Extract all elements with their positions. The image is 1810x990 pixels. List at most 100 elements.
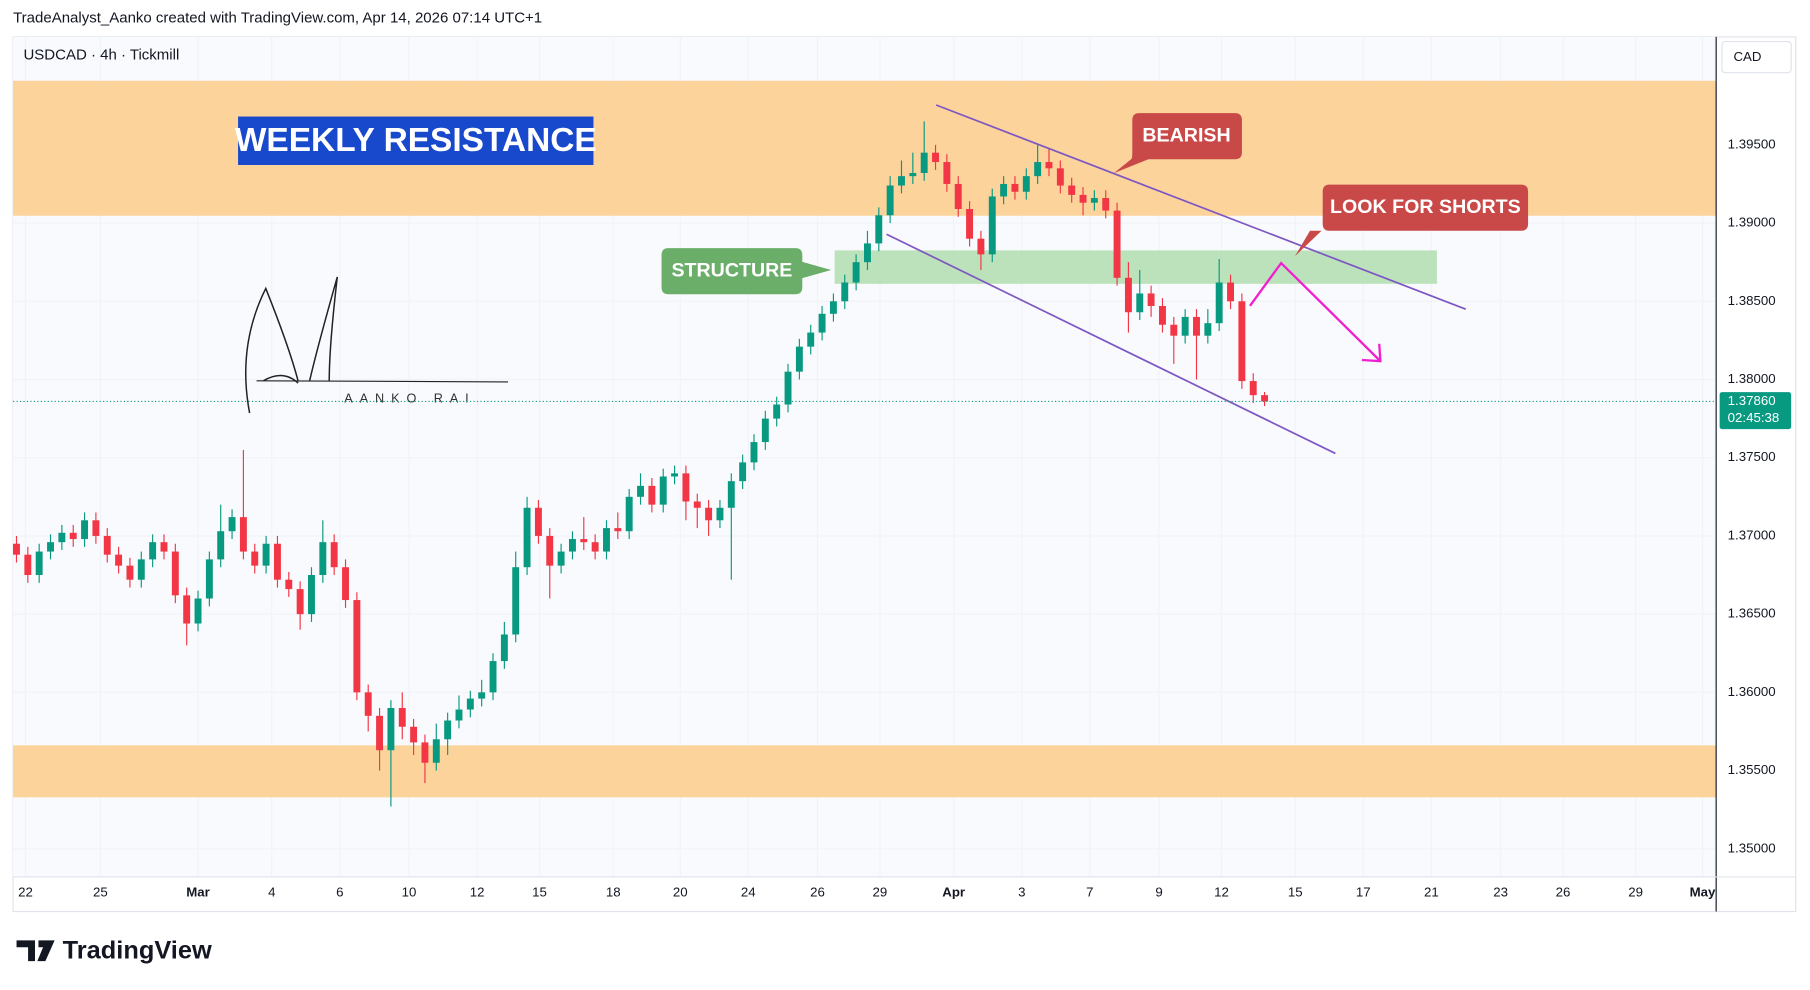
candle-body [1158,305,1166,325]
candle-body [1170,324,1178,336]
candle-body [671,473,679,477]
y-tick-label: 1.35500 [1728,762,1776,777]
candle-body [262,543,270,566]
candle-body [1227,282,1234,302]
candle-body [115,554,123,566]
candle-body [330,542,338,568]
candle-body [47,542,54,552]
candle-body [1204,323,1212,336]
candle-body [920,152,928,174]
weekly-resistance-label: WEEKLY RESISTANCE [235,122,597,159]
candle-body [705,507,713,521]
candle-body [1124,277,1132,313]
x-tick-label: 10 [402,885,417,900]
candle-body [24,554,32,576]
candle-body [398,707,406,727]
x-tick-label: 23 [1493,885,1508,900]
bearish-label: BEARISH [1142,124,1230,146]
candle-body [103,535,111,555]
candle-body [784,371,792,405]
x-tick-label: May [1690,885,1716,900]
candle-body [648,485,656,505]
x-tick-label: 24 [741,885,756,900]
x-tick-label: 29 [873,885,888,900]
candle-body [364,692,372,716]
candle-body [546,535,554,566]
candle-body [308,575,315,615]
x-tick-label: 12 [1214,885,1229,900]
y-tick-label: 1.35000 [1728,840,1776,855]
candle-body [69,532,77,540]
candle-body [1238,301,1246,382]
candle-body [1079,194,1087,203]
y-tick-label: 1.37000 [1728,527,1776,542]
candle-body [1113,210,1121,278]
candle-body [1102,198,1110,211]
upper-trendline [935,104,1467,311]
x-tick-label: 20 [673,885,688,900]
candle-body [557,551,565,566]
candle-body [410,726,418,743]
candle-body [750,442,758,463]
candle-body [739,462,747,482]
candle-body [977,238,985,255]
candle-body [761,418,769,443]
current-price-tag [1719,392,1792,430]
candle-body [988,196,996,255]
candle-body [1022,176,1030,192]
projection-path [1249,261,1381,361]
candle-body [807,332,815,347]
candle-body [387,707,395,751]
candle-body [1181,316,1189,336]
candle-body [1136,293,1144,313]
y-tick-label: 1.39500 [1728,136,1776,151]
candle-body [829,301,837,314]
candle-body [954,183,962,209]
support-zone [13,745,1717,798]
candle-body [1249,381,1257,396]
structure-label: STRUCTURE [671,259,792,281]
candle-body [296,589,304,615]
y-tick-label: 1.38500 [1728,293,1776,308]
x-tick-label: 15 [1288,885,1303,900]
candle-body [342,567,349,601]
x-tick-label: 12 [470,885,485,900]
candle-body [591,542,599,552]
candle-body [512,567,520,635]
candle-body [466,698,474,710]
candle-body [160,542,168,552]
candle-body [13,543,20,555]
candle-body [773,404,781,419]
candle-body [966,208,974,239]
candle-body [489,661,497,693]
candle-body [421,742,429,763]
x-tick-label: 17 [1356,885,1371,900]
signature-line [256,380,509,383]
candle-body [1056,168,1064,186]
candle-body [1147,293,1155,306]
candle-body [285,579,293,590]
x-tick-label: 26 [810,885,825,900]
credit: TradeAnalyst_Aanko created with TradingV… [13,9,542,26]
symbol-title: USDCAD · 4h · Tickmill [23,46,179,63]
candle-body [1215,282,1223,324]
candle-body [353,600,361,693]
x-tick-label: 26 [1556,885,1571,900]
candle-body [727,481,735,508]
footer-logo: TradingView [63,937,212,965]
candle-body [251,551,259,566]
candle-body [1068,185,1076,195]
candle-body [625,496,633,532]
candle-body [432,739,440,763]
candle-body [455,709,463,721]
x-tick-label: 18 [606,885,621,900]
y-tick-label: 1.36500 [1728,606,1776,621]
candle-body [500,634,508,662]
candle-body [818,313,826,333]
structure-callout [661,248,832,295]
arrow-head [1361,343,1382,363]
y-tick-label: 1.36000 [1728,684,1776,699]
candle-body [376,715,384,751]
currency: CAD [1733,49,1761,64]
candle-body [863,243,871,263]
